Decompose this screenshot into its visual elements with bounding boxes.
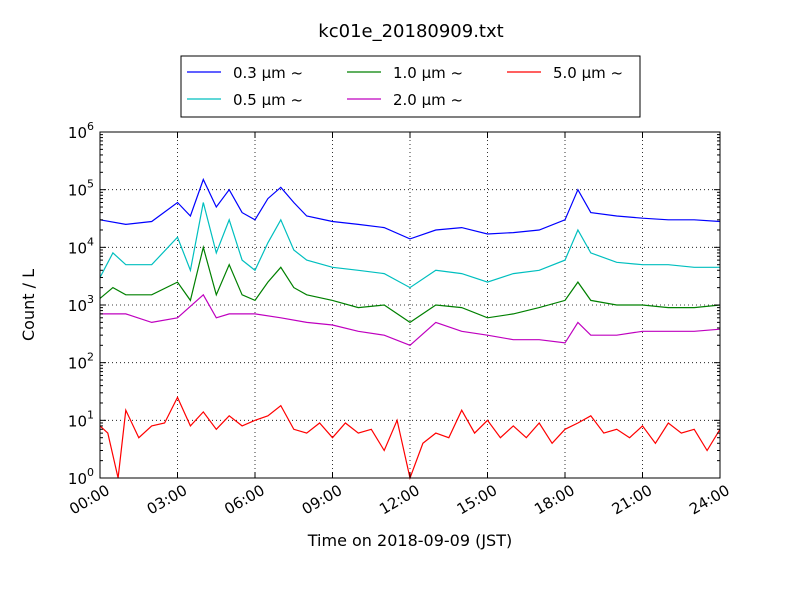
legend-label-4: 5.0 μm ~ xyxy=(553,64,623,82)
y-tick-label: 105 xyxy=(68,178,94,200)
series-line-3 xyxy=(100,293,721,346)
series-line-1 xyxy=(99,202,720,289)
x-tick-label: 18:00 xyxy=(531,481,577,518)
y-tick-label: 102 xyxy=(68,351,94,373)
x-axis-label: Time on 2018-09-09 (JST) xyxy=(307,531,512,550)
series-line-2 xyxy=(99,244,721,324)
data-series xyxy=(99,177,721,481)
legend-label-1: 0.5 μm ~ xyxy=(233,91,303,109)
chart-title: kc01e_20180909.txt xyxy=(318,21,503,42)
y-axis-label: Count / L xyxy=(19,269,38,341)
x-tick-label: 03:00 xyxy=(144,481,190,518)
legend-label-0: 0.3 μm ~ xyxy=(233,64,303,82)
x-tick-label: 12:00 xyxy=(376,481,422,518)
axis-ticks: 00:00 03:00 06:00 09:00 12:00 15:00 18:00 21:00… xyxy=(66,120,732,518)
legend-box xyxy=(180,55,641,118)
legend: 0.3 μm ~ 0.5 μm ~ 1.0 μm ~ 2.0 μm ~ 5.0 μm ~ xyxy=(180,55,641,118)
series-line-0 xyxy=(99,177,721,240)
legend-label-2: 1.0 μm ~ xyxy=(393,64,463,82)
x-tick-label: 06:00 xyxy=(221,481,267,518)
series-line-4 xyxy=(99,396,721,481)
x-tick-label: 09:00 xyxy=(299,481,345,518)
y-tick-label: 104 xyxy=(68,235,94,257)
x-tick-label: 15:00 xyxy=(454,481,500,518)
x-tick-label: 24:00 xyxy=(686,481,732,518)
x-tick-label: 21:00 xyxy=(609,481,655,518)
y-tick-label: 101 xyxy=(68,408,94,430)
y-tick-label: 106 xyxy=(68,120,94,142)
y-tick-label: 103 xyxy=(68,293,94,315)
legend-label-3: 2.0 μm ~ xyxy=(393,91,463,109)
y-tick-label: 100 xyxy=(68,466,94,488)
